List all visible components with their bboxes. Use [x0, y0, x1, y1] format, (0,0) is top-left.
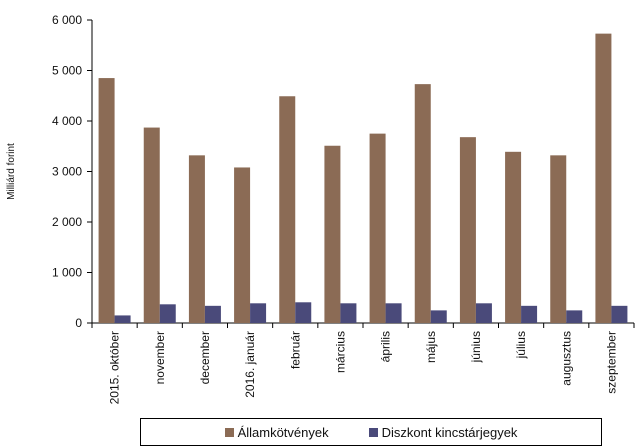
bar-series-1	[595, 33, 612, 323]
x-category-label: április	[379, 331, 393, 362]
y-tick-label: 0	[75, 316, 82, 330]
y-tick-label: 6 000	[52, 13, 82, 27]
x-category-label: május	[424, 331, 438, 363]
bar-series-1	[550, 155, 567, 323]
y-tick-label: 5 000	[52, 64, 82, 78]
y-axis-label: Milliárd forint	[6, 143, 17, 200]
bar-series-2	[159, 304, 176, 323]
bar-series-2	[250, 303, 267, 323]
y-tick-label: 4 000	[52, 114, 82, 128]
x-category-label: június	[469, 331, 483, 363]
legend-swatch-series-2	[368, 427, 378, 437]
y-tick-label: 1 000	[52, 266, 82, 280]
y-tick-label: 2 000	[52, 215, 82, 229]
bar-series-2	[566, 310, 583, 323]
legend-label-series-2: Diszkont kincstárjegyek	[381, 424, 518, 440]
legend: Államkötvények Diszkont kincstárjegyek	[140, 418, 602, 446]
bar-series-2	[295, 302, 312, 323]
x-category-label: 2015. október	[108, 331, 122, 404]
bar-series-1	[369, 133, 386, 323]
x-category-label: november	[153, 331, 167, 384]
bar-series-1	[324, 145, 341, 323]
bar-series-1	[505, 151, 522, 323]
bar-series-2	[521, 305, 538, 323]
x-category-label: február	[288, 331, 302, 369]
x-category-label: július	[514, 331, 528, 359]
y-tick-label: 3 000	[52, 165, 82, 179]
x-category-label: augusztus	[559, 331, 573, 386]
x-category-label: szeptember	[604, 331, 618, 394]
bar-series-2	[204, 305, 221, 323]
chart-bars	[98, 33, 628, 323]
legend-item-series-1: Államkötvények	[224, 424, 329, 440]
bar-series-1	[188, 155, 205, 323]
legend-label-series-1: Államkötvények	[237, 424, 329, 440]
bar-series-2	[430, 310, 447, 323]
bar-series-1	[234, 167, 251, 323]
x-axis-labels: 2015. október november december 2016. januá…	[108, 331, 619, 404]
bar-series-2	[611, 305, 628, 323]
bar-series-2	[340, 303, 357, 323]
bar-series-1	[279, 96, 296, 323]
bar-series-1	[98, 78, 115, 323]
chart-axes: 0 1 000 2 000 3 000 4 000 5 000 6 000	[52, 13, 635, 330]
x-category-label: március	[333, 331, 347, 373]
bar-series-2	[114, 315, 131, 323]
legend-swatch-series-1	[224, 427, 234, 437]
x-category-label: 2016. január	[243, 331, 257, 398]
legend-item-series-2: Diszkont kincstárjegyek	[368, 424, 518, 440]
bar-series-1	[414, 84, 431, 323]
bar-series-1	[143, 127, 160, 323]
bar-series-2	[385, 303, 402, 323]
bar-series-2	[475, 303, 492, 323]
bar-series-1	[459, 137, 476, 323]
x-category-label: december	[198, 331, 212, 384]
